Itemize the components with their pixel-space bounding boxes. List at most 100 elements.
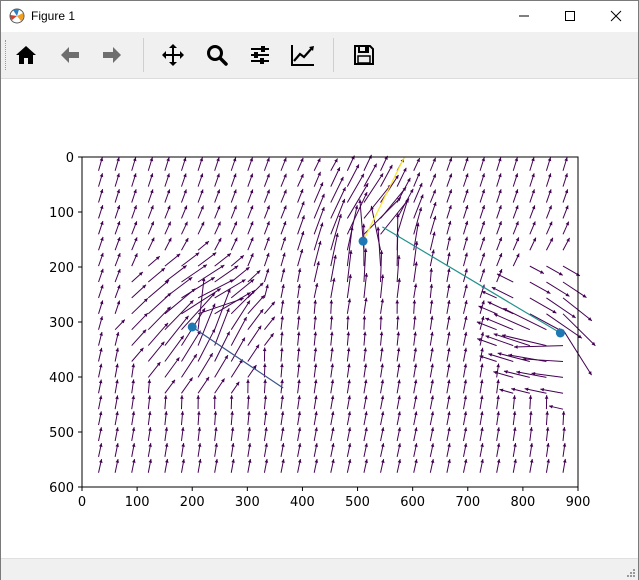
quiver-arrowhead: [143, 313, 148, 317]
quiver-arrowhead: [477, 338, 482, 342]
quiver-arrowhead: [99, 173, 104, 178]
home-icon: [16, 46, 36, 64]
quiver-arrowhead: [180, 335, 184, 340]
home-button[interactable]: [12, 41, 40, 69]
quiver-arrowhead: [464, 220, 469, 225]
back-button[interactable]: [56, 41, 84, 69]
quiver-arrowhead: [481, 221, 486, 225]
quiver-arrowhead: [249, 205, 254, 210]
quiver-arrowhead: [283, 157, 287, 162]
zoom-button[interactable]: [203, 41, 231, 69]
quiver-arrowhead: [354, 205, 359, 210]
quiver-arrowhead: [164, 322, 169, 327]
quiver-arrowhead: [250, 253, 254, 258]
quiver-arrowhead: [511, 387, 516, 392]
quiver-arrowhead: [499, 388, 504, 393]
quiver-arrowhead: [329, 315, 334, 320]
quiver-arrowhead: [281, 459, 285, 463]
save-button[interactable]: [350, 41, 378, 69]
quiver-arrowhead: [256, 270, 261, 275]
quiver-arrowhead: [485, 335, 490, 339]
quiver-arrowhead: [514, 173, 519, 178]
quiver-arrowhead: [491, 287, 496, 291]
quiver-arrow: [516, 371, 547, 378]
quiver-arrow: [181, 264, 208, 283]
quiver-arrowhead: [282, 236, 287, 241]
quiver-arrowhead: [143, 298, 148, 303]
quiver-arrowhead: [142, 329, 147, 334]
quiver-arrow: [562, 313, 596, 347]
quiver-arrowhead: [149, 173, 154, 178]
forward-button[interactable]: [98, 41, 126, 69]
quiver-arrowhead: [464, 236, 469, 241]
quiver-arrowhead: [204, 241, 209, 245]
quiver-arrowhead: [429, 283, 434, 288]
quiver-arrowhead: [465, 157, 469, 162]
quiver-arrowhead: [432, 215, 437, 220]
quiver-arrowhead: [266, 205, 270, 210]
quiver-arrowhead: [397, 395, 401, 400]
quiver-arrowhead: [447, 252, 451, 257]
quiver-arrowhead: [481, 189, 486, 194]
quiver-arrowhead: [133, 189, 137, 194]
quiver-arrowhead: [224, 355, 228, 360]
quiver-arrow: [313, 182, 324, 203]
quiver-arrowhead: [524, 387, 529, 392]
edit-axis-button[interactable]: [289, 41, 317, 69]
quiver-arrowhead: [280, 395, 285, 400]
maximize-button[interactable]: [547, 1, 593, 31]
quiver-arrow: [197, 264, 225, 283]
quiver-arrowhead: [514, 345, 518, 349]
quiver-arrowhead: [233, 189, 237, 194]
figure-canvas[interactable]: 0 100 200 300 400 500 600 700 800 900 0 100 200 300 4…: [1, 79, 638, 557]
quiver-arrowhead: [531, 205, 536, 210]
quiver-arrow: [491, 286, 514, 299]
minimize-button[interactable]: [501, 1, 547, 31]
quiver-arrowhead: [588, 371, 592, 376]
quiver-arrowhead: [447, 300, 451, 304]
configure-subplots-button[interactable]: [246, 41, 274, 69]
quiver-arrowhead: [395, 299, 400, 304]
quiver-arrow: [164, 276, 193, 299]
quiver-arrow: [396, 255, 400, 283]
toolbar-grip[interactable]: [5, 40, 9, 70]
quiver-arrowhead: [313, 315, 318, 320]
quiver-arrowhead: [301, 215, 305, 220]
quiver-arrowhead: [448, 157, 453, 162]
resize-grip-icon[interactable]: [626, 568, 636, 578]
pan-button[interactable]: [159, 41, 187, 69]
quiver-arrowhead: [481, 157, 485, 162]
quiver-arrowhead: [147, 411, 152, 415]
y-tick-label: 200: [49, 261, 74, 276]
quiver-arrowhead: [464, 268, 468, 273]
quiver-arrowhead: [515, 221, 519, 226]
quiver-arrowhead: [480, 459, 484, 463]
quiver-arrowhead: [379, 250, 384, 254]
quiver-arrow: [488, 353, 514, 362]
scatter-point: [555, 328, 565, 338]
quiver-arrowhead: [249, 157, 254, 162]
quiver-arrowhead: [184, 315, 189, 320]
quiver-arrowhead: [364, 427, 368, 432]
quiver-arrow: [562, 297, 593, 322]
quiver-arrowhead: [115, 427, 119, 432]
quiver-arrowhead: [117, 268, 121, 273]
y-tick-label: 100: [49, 206, 74, 221]
quiver-arrow: [181, 252, 200, 267]
quiver-arrow: [230, 266, 250, 283]
quiver-arrowhead: [430, 363, 434, 368]
quiver-arrowhead: [380, 379, 385, 384]
quiver-arrow: [330, 167, 341, 187]
quiver-plot[interactable]: 0 100 200 300 400 500 600 700 800 900 0 100 200 300 4…: [1, 79, 638, 557]
quiver-arrowhead: [414, 427, 418, 432]
close-button[interactable]: [593, 1, 639, 31]
quiver-arrowhead: [380, 395, 385, 400]
y-tick-label: 600: [49, 481, 74, 496]
title-bar[interactable]: Figure 1: [1, 1, 638, 31]
quiver-arrowhead: [313, 379, 318, 384]
quiver-arrowhead: [98, 411, 103, 416]
quiver-arrowhead: [184, 221, 188, 226]
quiver-arrowhead: [300, 173, 304, 178]
quiver-arrowhead: [464, 205, 469, 210]
quiver-arrowhead: [271, 301, 275, 306]
